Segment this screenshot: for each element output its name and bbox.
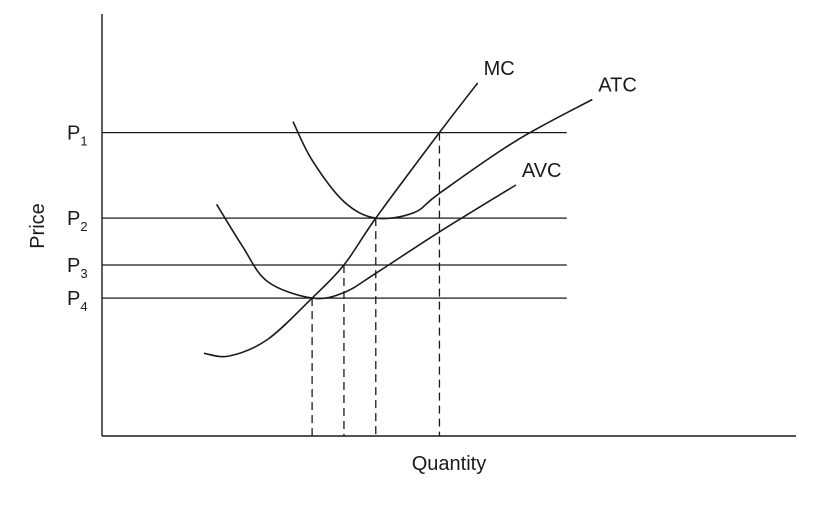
atc-label: ATC [598, 75, 637, 97]
price-label-3: P3 [67, 255, 88, 281]
avc-curve [215, 184, 517, 300]
atc-curve [292, 98, 593, 220]
x-axis-label: Quantity [412, 453, 486, 475]
curves [203, 82, 593, 358]
price-tick-labels: P1 P2 P3 P4 [67, 123, 88, 314]
avc-label: AVC [522, 160, 562, 182]
mc-label: MC [484, 58, 515, 80]
price-label-1: P1 [67, 123, 88, 149]
price-label-4: P4 [67, 288, 88, 314]
mc-curve [203, 82, 479, 358]
y-axis-label: Price [27, 203, 49, 249]
price-lines [102, 131, 567, 299]
price-label-2: P2 [67, 208, 88, 234]
curve-labels: MC ATC AVC [484, 58, 637, 182]
drop-lines [311, 132, 441, 436]
